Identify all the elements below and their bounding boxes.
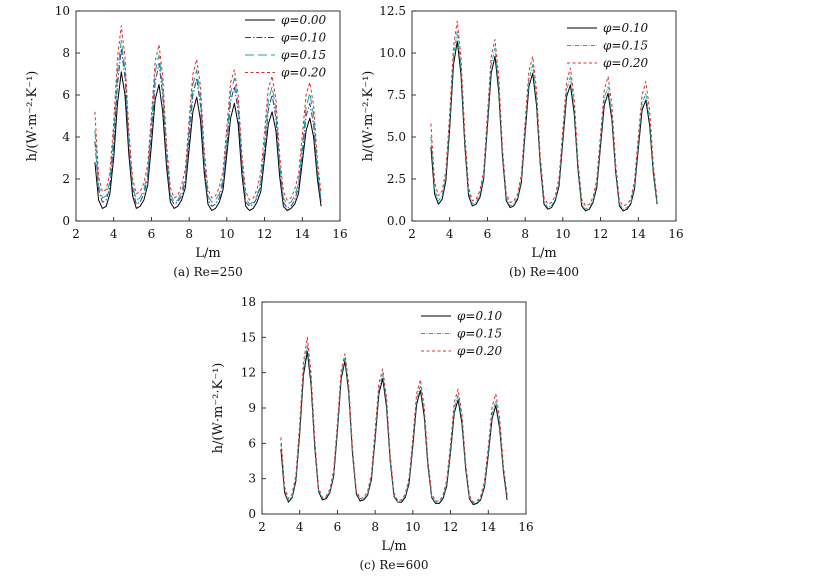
x-tick-label: 8 [521,227,529,241]
legend-label: φ=0.00 [281,13,327,27]
y-tick-label: 9 [248,401,256,415]
x-tick-label: 12 [443,520,458,534]
y-tick-label: 8 [62,46,70,60]
x-tick-label: 16 [518,520,533,534]
y-tick-label: 15 [241,330,256,344]
y-tick-label: 2.5 [387,172,406,186]
panel-caption: (c) Re=600 [360,558,429,572]
y-tick-label: 0.0 [387,214,406,228]
legend-label: φ=0.10 [457,309,503,323]
y-tick-label: 6 [62,88,70,102]
series-line-2 [280,336,508,503]
legend-label: φ=0.10 [603,21,649,35]
legend-label: φ=0.15 [457,327,502,341]
series-line-1 [94,48,322,209]
x-axis-label: L/m [531,246,556,261]
y-tick-label: 10 [55,4,70,18]
legend-label: φ=0.20 [281,66,327,80]
panel-caption: (b) Re=400 [509,265,579,279]
y-axis-label: h/(W·m⁻²·K⁻¹) [211,363,226,454]
plot-frame [411,10,677,222]
x-tick-label: 16 [668,227,683,241]
legend: φ=0.10 φ=0.15 φ=0.20 [567,21,649,70]
y-tick-label: 18 [241,295,256,309]
legend-label: φ=0.15 [603,39,648,53]
x-tick-label: 14 [295,227,311,241]
y-axis-label: h/(W·m⁻²·K⁻¹) [25,71,40,162]
x-tick-label: 10 [219,227,234,241]
x-axis-label: L/m [195,246,220,261]
series-line-1 [430,30,658,210]
x-tick-label: 14 [631,227,647,241]
x-tick-label: 12 [257,227,272,241]
y-tick-label: 12.5 [379,4,406,18]
y-tick-label: 0 [62,214,70,228]
y-axis-label: h/(W·m⁻²·K⁻¹) [361,71,376,162]
x-tick-label: 6 [334,520,342,534]
x-tick-label: 2 [408,227,416,241]
y-tick-label: 0 [248,507,256,521]
y-tick-label: 5.0 [387,130,406,144]
legend-label: φ=0.10 [281,31,327,45]
x-tick-label: 6 [148,227,156,241]
x-tick-label: 4 [110,227,118,241]
series-line-3 [94,25,322,201]
x-tick-label: 8 [371,520,379,534]
legend-label: φ=0.20 [603,56,649,70]
y-tick-label: 2 [62,172,70,186]
y-tick-label: 4 [62,130,70,144]
legend-label: φ=0.20 [457,344,503,358]
y-tick-label: 6 [248,436,256,450]
chart-panel-2: 2 4 6 8 10 12 14 16 0 3 6 9 12 15 18 φ=0.10 φ=0.15 φ=0.20… [211,295,534,572]
x-tick-label: 6 [484,227,492,241]
x-tick-label: 10 [555,227,570,241]
x-tick-label: 14 [481,520,497,534]
y-tick-label: 10.0 [379,46,406,60]
x-tick-label: 12 [593,227,608,241]
x-axis-label: L/m [381,539,406,554]
x-tick-label: 2 [72,227,80,241]
series-line-1 [280,345,508,504]
series-line-2 [430,20,658,207]
series-line-0 [280,351,508,506]
chart-panel-1: 2 4 6 8 10 12 14 160.02.55.07.510.012.5φ=0.10φ=… [361,4,684,279]
y-tick-label: 3 [248,472,256,486]
chart-panel-0: 2 4 6 8 10 12 14 160246810φ=0.00φ=0.10φ=0.15φ=0… [25,4,348,279]
series-line-0 [94,71,322,211]
x-tick-label: 16 [332,227,347,241]
y-tick-label: 12 [241,366,256,380]
x-tick-label: 4 [296,520,304,534]
x-tick-label: 2 [258,520,266,534]
y-tick-label: 7.5 [387,88,406,102]
x-tick-label: 8 [185,227,193,241]
legend: φ=0.10 φ=0.15 φ=0.20 [421,309,503,358]
series-line-2 [94,39,322,205]
x-tick-label: 4 [446,227,454,241]
series-line-0 [430,40,658,212]
panel-caption: (a) Re=250 [173,265,242,279]
legend: φ=0.00 φ=0.10 φ=0.15 φ=0.20 [245,13,327,80]
plot-frame [75,10,341,222]
legend-label: φ=0.15 [281,48,326,62]
x-tick-label: 10 [405,520,420,534]
